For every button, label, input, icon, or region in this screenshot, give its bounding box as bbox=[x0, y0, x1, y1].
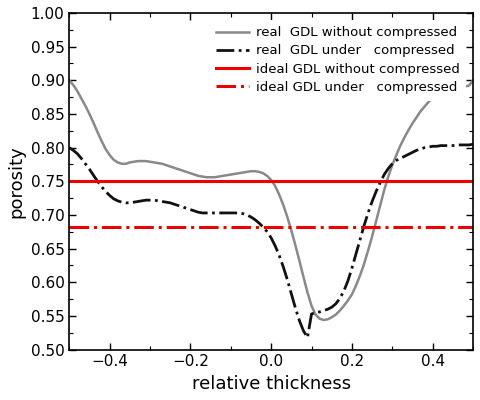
real  GDL without compressed bbox=[168, 164, 173, 169]
Legend: real  GDL without compressed, real  GDL under   compressed, ideal GDL without co: real GDL without compressed, real GDL un… bbox=[210, 20, 467, 100]
real  GDL under   compressed bbox=[95, 179, 100, 184]
real  GDL under   compressed bbox=[168, 200, 173, 205]
Line: real  GDL without compressed: real GDL without compressed bbox=[69, 80, 473, 320]
real  GDL without compressed bbox=[373, 219, 379, 224]
real  GDL without compressed bbox=[252, 169, 258, 174]
real  GDL under   compressed bbox=[305, 335, 311, 340]
Line: real  GDL under   compressed: real GDL under compressed bbox=[69, 144, 473, 338]
real  GDL without compressed bbox=[353, 283, 359, 288]
real  GDL under   compressed bbox=[373, 189, 379, 194]
real  GDL without compressed bbox=[470, 78, 476, 83]
real  GDL without compressed bbox=[66, 78, 72, 83]
real  GDL without compressed bbox=[321, 318, 326, 322]
real  GDL under   compressed bbox=[66, 145, 72, 150]
real  GDL without compressed bbox=[95, 130, 100, 134]
real  GDL without compressed bbox=[309, 304, 314, 308]
X-axis label: relative thickness: relative thickness bbox=[192, 375, 351, 393]
real  GDL under   compressed bbox=[353, 252, 359, 256]
Y-axis label: porosity: porosity bbox=[7, 145, 25, 218]
real  GDL under   compressed bbox=[252, 217, 258, 222]
real  GDL under   compressed bbox=[312, 310, 318, 315]
real  GDL under   compressed bbox=[470, 142, 476, 147]
